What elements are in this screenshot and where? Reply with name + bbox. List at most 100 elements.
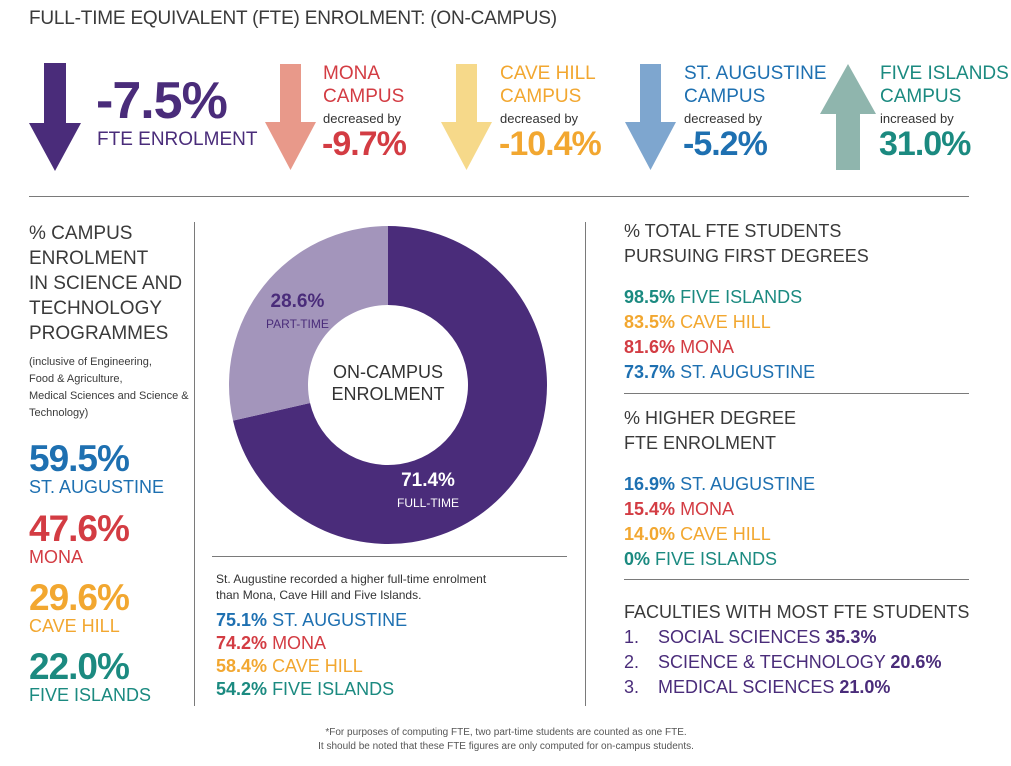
higher-degree-section: % HIGHER DEGREE FTE ENROLMENT 16.9% ST. …: [624, 406, 815, 572]
science-tech-campus: MONA: [29, 547, 83, 567]
part-time-label: 28.6% PART-TIME: [266, 291, 329, 331]
mona-campus-suffix: CAMPUS: [323, 86, 405, 107]
full-time-name: FULL-TIME: [397, 496, 460, 510]
left-column-divider: [194, 222, 195, 706]
first-degrees-heading-line: % TOTAL FTE STUDENTS: [624, 221, 842, 241]
footnote-line: It should be noted that these FTE figure…: [318, 741, 694, 752]
faculty-number: 2.: [624, 652, 640, 672]
five-islands-change-verb: increased by: [880, 111, 954, 126]
science-tech-item: 29.6% CAVE HILL: [29, 577, 130, 636]
item-value: 75.1%: [216, 610, 268, 630]
donut-center-line: ON-CAMPUS: [332, 362, 443, 382]
fulltime-note-line: than Mona, Cave Hill and Five Islands.: [216, 588, 422, 602]
donut-slice-part-time: [229, 226, 388, 421]
faculty-name: SOCIAL SCIENCES: [658, 627, 821, 647]
faculties-section: FACULTIES WITH MOST FTE STUDENTS 1. SOCIA…: [624, 600, 969, 700]
mona-change-value: -9.7%: [322, 125, 407, 163]
science-tech-item: 59.5% ST. AUGUSTINE: [29, 438, 164, 497]
cave-hill-change-value: -10.4%: [499, 125, 602, 163]
science-tech-value: 29.6%: [29, 577, 130, 618]
five-islands-change-value: 31.0%: [879, 125, 971, 163]
note-line: Medical Sciences and Science &: [29, 390, 189, 402]
science-tech-value: 47.6%: [29, 508, 130, 549]
item-name: CAVE HILL: [680, 524, 771, 544]
faculty-number: 3.: [624, 677, 640, 697]
overall-fte-label: FTE ENROLMENT: [97, 129, 258, 150]
faculty-value: 20.6%: [890, 652, 942, 672]
five-islands-campus-suffix: CAMPUS: [880, 86, 962, 107]
middle-divider: [212, 556, 567, 557]
item-value: 81.6%: [624, 337, 676, 357]
science-tech-campus: FIVE ISLANDS: [29, 685, 152, 705]
item-value: 83.5%: [624, 312, 676, 332]
first-degrees-section: % TOTAL FTE STUDENTS PURSUING FIRST DEGR…: [624, 219, 869, 385]
item-value: 54.2%: [216, 679, 268, 699]
science-tech-heading-line: ENROLMENT: [29, 248, 149, 269]
footnote-line: *For purposes of computing FTE, two part…: [325, 727, 687, 738]
faculty-item: 3. MEDICAL SCIENCES 21.0%: [624, 675, 969, 700]
science-tech-campus: CAVE HILL: [29, 616, 120, 636]
donut-slice-full-time: [233, 226, 547, 544]
item-name: MONA: [680, 337, 735, 357]
item-name: ST. AUGUSTINE: [680, 362, 816, 382]
item-name: FIVE ISLANDS: [680, 287, 803, 307]
science-tech-heading-line: IN SCIENCE AND: [29, 273, 183, 294]
st-augustine-change-verb: decreased by: [684, 111, 763, 126]
faculty-name: SCIENCE & TECHNOLOGY: [658, 652, 886, 672]
list-item: 74.2% MONA: [216, 632, 407, 655]
enrolment-donut-chart: [229, 226, 547, 544]
item-value: 73.7%: [624, 362, 676, 382]
science-tech-heading-line: % CAMPUS: [29, 223, 133, 244]
arrow-down-icon: [265, 64, 316, 170]
list-item: 98.5% FIVE ISLANDS: [624, 285, 869, 310]
science-tech-heading-line: TECHNOLOGY: [29, 298, 163, 319]
item-value: 15.4%: [624, 499, 676, 519]
mona-campus-name: MONA: [323, 63, 380, 84]
top-divider: [29, 196, 969, 197]
item-value: 16.9%: [624, 474, 676, 494]
st-augustine-campus-suffix: CAMPUS: [684, 86, 766, 107]
st-augustine-change-value: -5.2%: [683, 125, 768, 163]
arrow-down-icon: [441, 64, 492, 170]
right-divider-1: [624, 393, 969, 394]
science-tech-item: 47.6% MONA: [29, 508, 130, 567]
note-line: Food & Agriculture,: [29, 373, 123, 385]
footnote: *For purposes of computing FTE, two part…: [206, 726, 806, 754]
list-item: 73.7% ST. AUGUSTINE: [624, 360, 869, 385]
item-name: ST. AUGUSTINE: [680, 474, 816, 494]
five-islands-campus-name: FIVE ISLANDS: [880, 63, 1009, 84]
fulltime-note-line: St. Augustine recorded a higher full-tim…: [216, 572, 487, 586]
item-name: MONA: [272, 633, 327, 653]
note-line: Technology): [29, 407, 89, 419]
item-value: 58.4%: [216, 656, 268, 676]
faculty-value: 21.0%: [839, 677, 891, 697]
overall-fte-value: -7.5%: [96, 72, 228, 130]
item-value: 98.5%: [624, 287, 676, 307]
page-title: FULL-TIME EQUIVALENT (FTE) ENROLMENT: (O…: [29, 8, 557, 29]
full-time-value: 71.4%: [401, 470, 455, 491]
faculties-heading: FACULTIES WITH MOST FTE STUDENTS: [624, 602, 970, 622]
arrow-down-icon: [625, 64, 676, 170]
faculty-item: 2. SCIENCE & TECHNOLOGY 20.6%: [624, 650, 969, 675]
item-name: FIVE ISLANDS: [655, 549, 778, 569]
list-item: 75.1% ST. AUGUSTINE: [216, 609, 407, 632]
science-tech-section: % CAMPUS ENROLMENT IN SCIENCE AND TECHNO…: [29, 221, 189, 422]
list-item: 16.9% ST. AUGUSTINE: [624, 472, 815, 497]
faculty-number: 1.: [624, 627, 640, 647]
item-name: CAVE HILL: [680, 312, 771, 332]
list-item: 0% FIVE ISLANDS: [624, 547, 815, 572]
arrow-down-icon: [29, 63, 81, 171]
list-item: 14.0% CAVE HILL: [624, 522, 815, 547]
science-tech-value: 59.5%: [29, 438, 130, 479]
part-time-value: 28.6%: [270, 291, 325, 312]
arrow-up-icon: [820, 64, 876, 170]
full-time-label: 71.4% FULL-TIME: [397, 470, 459, 510]
item-value: 14.0%: [624, 524, 676, 544]
list-item: 15.4% MONA: [624, 497, 815, 522]
item-name: MONA: [680, 499, 735, 519]
list-item: 81.6% MONA: [624, 335, 869, 360]
donut-center-line: ENROLMENT: [331, 384, 445, 404]
science-tech-note: (inclusive of Engineering, Food & Agricu…: [29, 354, 189, 422]
item-value: 74.2%: [216, 633, 268, 653]
fulltime-list: 75.1% ST. AUGUSTINE 74.2% MONA 58.4% CAV…: [216, 609, 407, 701]
